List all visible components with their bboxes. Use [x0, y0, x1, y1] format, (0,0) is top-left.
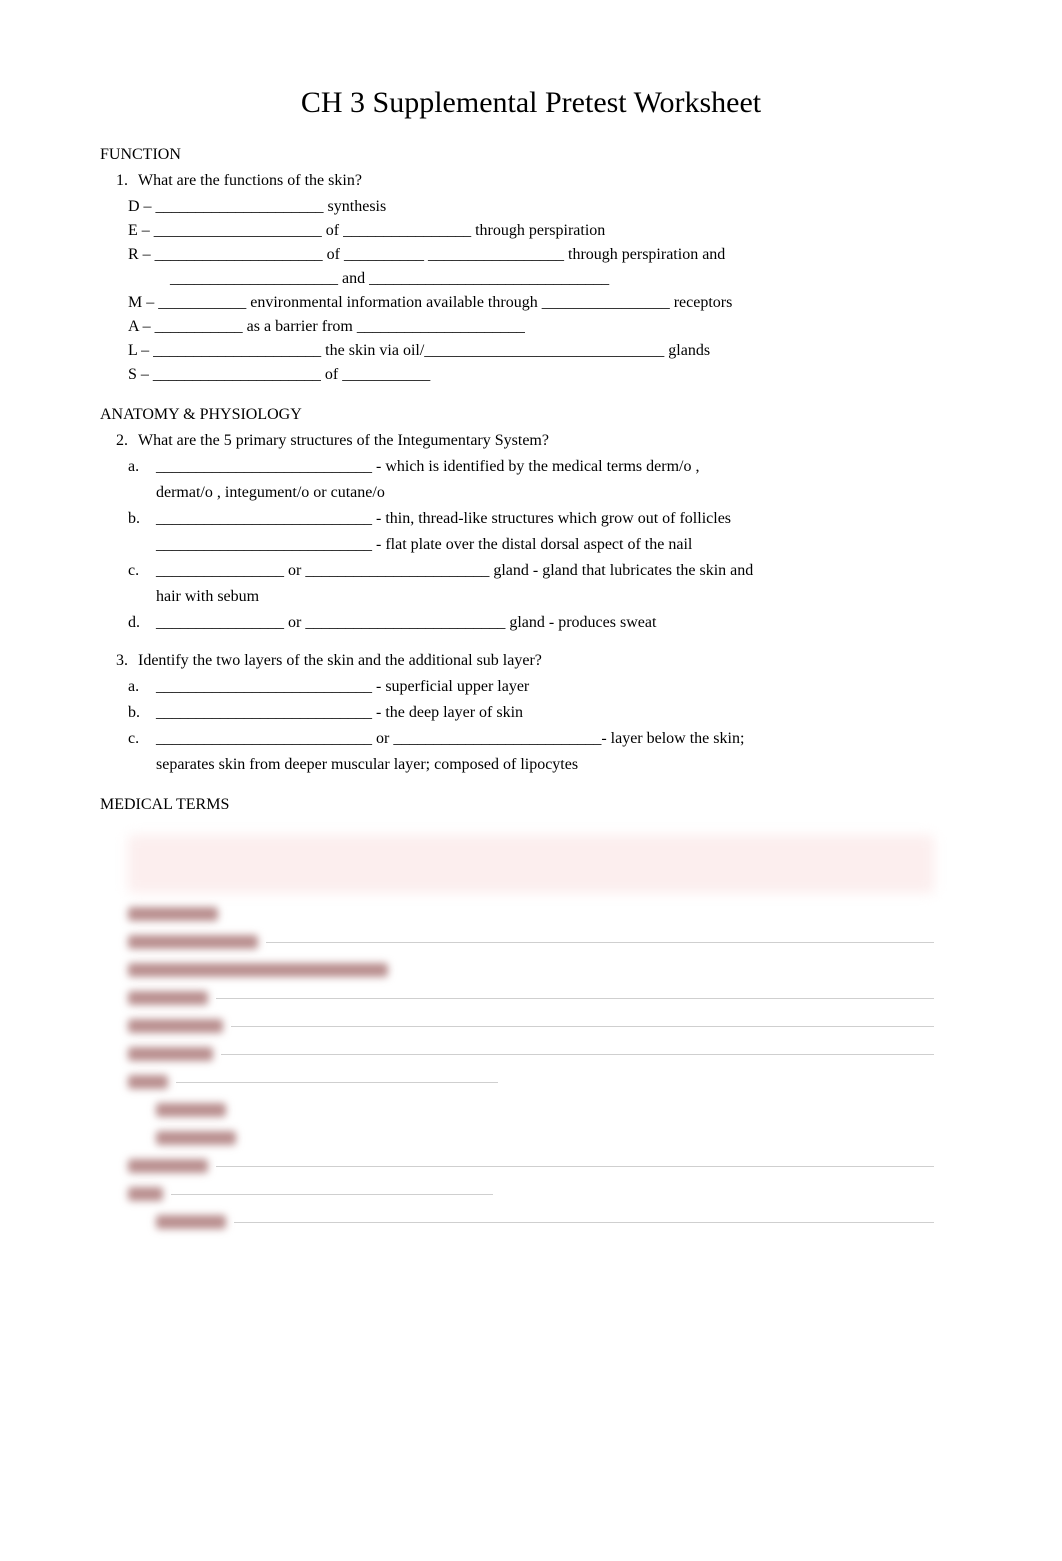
blurred-subterm: [156, 1099, 934, 1121]
question-2: 2. What are the 5 primary structures of …: [100, 429, 962, 453]
q3-item-b: b. ___________________________ - the dee…: [100, 701, 962, 725]
item-text-cont: dermat/o , integument/o or cutane/o: [100, 481, 962, 505]
item-text-cont: hair with sebum: [100, 585, 962, 609]
blurred-term: [128, 959, 934, 981]
item-text: ___________________________ - which is i…: [156, 455, 962, 479]
blurred-term: [128, 931, 934, 953]
question-number: 3.: [100, 649, 138, 673]
question-prompt: What are the 5 primary structures of the…: [138, 429, 962, 453]
item-letter: c.: [128, 559, 156, 583]
question-prompt: What are the functions of the skin?: [138, 169, 962, 193]
item-text: ___________________________ - the deep l…: [156, 701, 962, 725]
item-text: ___________________________ - thin, thre…: [156, 507, 962, 531]
item-letter: d.: [128, 611, 156, 635]
q3-item-c: c. ___________________________ or ______…: [100, 727, 962, 751]
item-letter: b.: [128, 701, 156, 725]
section-heading-medical-terms: MEDICAL TERMS: [100, 793, 962, 817]
question-prompt: Identify the two layers of the skin and …: [138, 649, 962, 673]
q3-item-a: a. ___________________________ - superfi…: [100, 675, 962, 699]
item-letter: a.: [128, 455, 156, 479]
section-heading-function: FUNCTION: [100, 143, 962, 167]
section-heading-anatomy: ANATOMY & PHYSIOLOGY: [100, 403, 962, 427]
blurred-term: [128, 1043, 934, 1065]
fill-line-d: D – _____________________ synthesis: [100, 195, 962, 219]
blurred-term: [128, 987, 934, 1009]
fill-line-r2: _____________________ and ______________…: [100, 267, 962, 291]
item-letter: b.: [128, 507, 156, 531]
blurred-term: [128, 1183, 934, 1205]
blurred-term-list: [128, 903, 934, 1233]
question-3: 3. Identify the two layers of the skin a…: [100, 649, 962, 673]
q2-item-a: a. ___________________________ - which i…: [100, 455, 962, 479]
blurred-instruction-block: [128, 835, 934, 893]
item-text-cont: separates skin from deeper muscular laye…: [100, 753, 962, 777]
item-text-cont: ___________________________ - flat plate…: [100, 533, 962, 557]
item-text: ________________ or ____________________…: [156, 611, 962, 635]
fill-line-m: M – ___________ environmental informatio…: [100, 291, 962, 315]
blurred-subterm: [156, 1127, 934, 1149]
item-letter: a.: [128, 675, 156, 699]
blurred-term: [128, 1071, 934, 1093]
fill-line-e: E – _____________________ of ___________…: [100, 219, 962, 243]
q2-item-b: b. ___________________________ - thin, t…: [100, 507, 962, 531]
fill-line-r1: R – _____________________ of __________ …: [100, 243, 962, 267]
question-1: 1. What are the functions of the skin?: [100, 169, 962, 193]
blurred-subterm: [156, 1211, 934, 1233]
blurred-term: [128, 1155, 934, 1177]
q2-item-d: d. ________________ or _________________…: [100, 611, 962, 635]
question-number: 1.: [100, 169, 138, 193]
fill-line-a: A – ___________ as a barrier from ______…: [100, 315, 962, 339]
item-text: ___________________________ or _________…: [156, 727, 962, 751]
q2-item-c: c. ________________ or _________________…: [100, 559, 962, 583]
blurred-term: [128, 903, 934, 925]
question-number: 2.: [100, 429, 138, 453]
item-letter: c.: [128, 727, 156, 751]
item-text: ___________________________ - superficia…: [156, 675, 962, 699]
fill-line-s: S – _____________________ of ___________: [100, 363, 962, 387]
item-text: ________________ or ____________________…: [156, 559, 962, 583]
fill-line-l: L – _____________________ the skin via o…: [100, 339, 962, 363]
page-title: CH 3 Supplemental Pretest Worksheet: [100, 80, 962, 125]
blurred-term: [128, 1015, 934, 1037]
